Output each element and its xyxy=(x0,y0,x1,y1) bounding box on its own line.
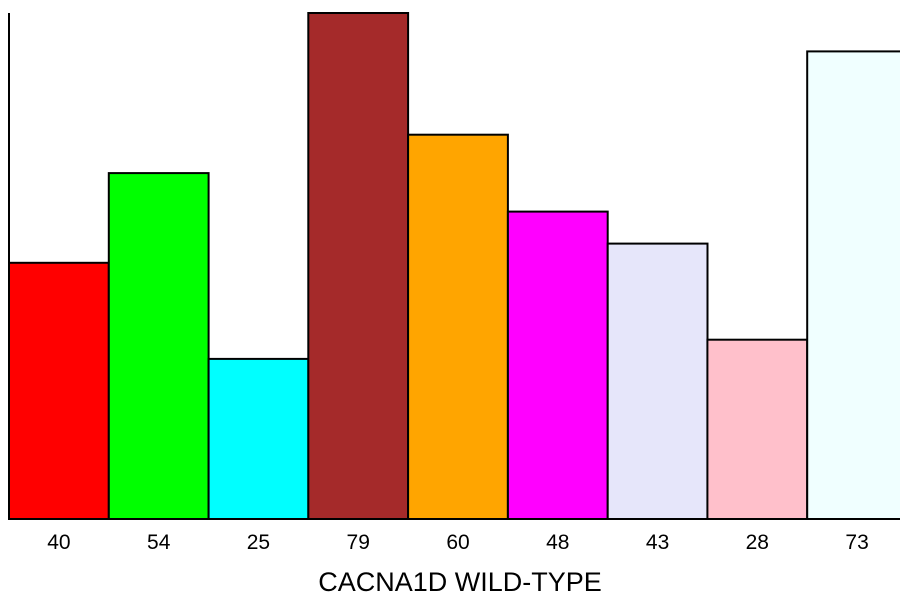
bar-54 xyxy=(107,172,210,520)
bars-layer xyxy=(8,12,900,521)
bar-48 xyxy=(506,210,609,520)
x-tick-label: 43 xyxy=(646,531,669,554)
bar-79 xyxy=(307,12,410,520)
bar-28 xyxy=(706,338,809,521)
x-tick-label: 48 xyxy=(546,531,569,554)
x-tick-label: 40 xyxy=(47,531,70,554)
bar-43 xyxy=(606,242,709,520)
x-axis-title: CACNA1D WILD-TYPE xyxy=(318,567,602,597)
x-tick-label: 73 xyxy=(845,531,868,554)
x-tick-label: 54 xyxy=(147,531,171,554)
bar-25 xyxy=(207,357,310,520)
x-tick-label: 60 xyxy=(446,531,469,554)
x-tick-labels: 40 54 25 79 60 48 43 28 73 xyxy=(47,531,869,554)
bar-60 xyxy=(407,133,509,520)
x-tick-label: 28 xyxy=(746,531,769,554)
bar-73 xyxy=(806,50,900,521)
bar-40 xyxy=(8,261,110,520)
x-tick-label: 79 xyxy=(347,531,370,554)
x-tick-label: 25 xyxy=(247,531,270,554)
